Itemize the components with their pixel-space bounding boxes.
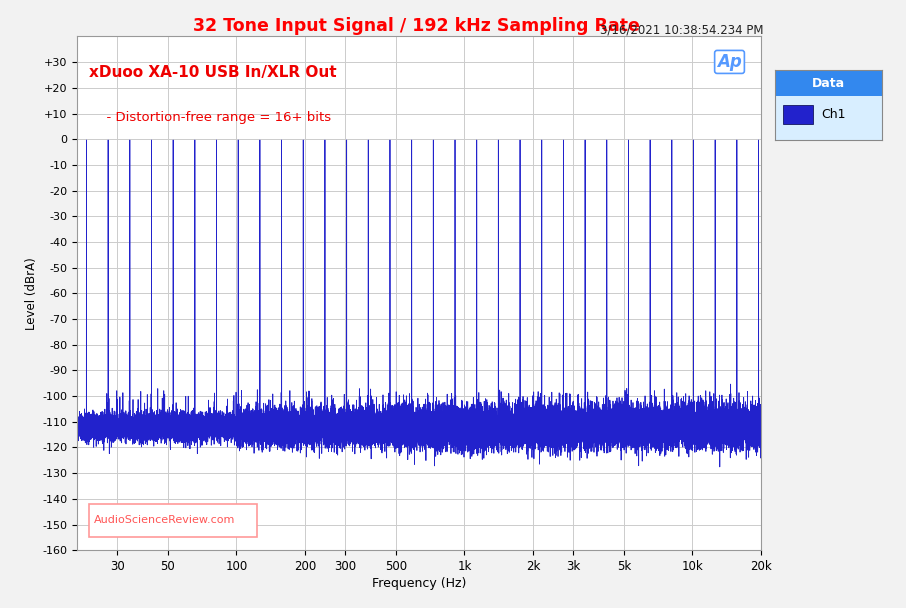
- Text: AudioScienceReview.com: AudioScienceReview.com: [94, 516, 236, 525]
- Bar: [775, 70, 882, 97]
- Y-axis label: Level (dBrA): Level (dBrA): [25, 257, 38, 330]
- Text: Ch1: Ch1: [822, 108, 846, 121]
- Text: xDuoo XA-10 USB In/XLR Out: xDuoo XA-10 USB In/XLR Out: [90, 64, 337, 80]
- FancyBboxPatch shape: [90, 504, 257, 537]
- Text: 3/16/2021 10:38:54.234 PM: 3/16/2021 10:38:54.234 PM: [601, 23, 764, 36]
- X-axis label: Frequency (Hz): Frequency (Hz): [371, 577, 467, 590]
- Text: Data: Data: [812, 77, 844, 90]
- Bar: [783, 105, 813, 125]
- Text: - Distortion-free range = 16+ bits: - Distortion-free range = 16+ bits: [98, 111, 331, 124]
- Text: 32 Tone Input Signal / 192 kHz Sampling Rate: 32 Tone Input Signal / 192 kHz Sampling …: [193, 17, 641, 35]
- Text: Ap: Ap: [718, 53, 742, 71]
